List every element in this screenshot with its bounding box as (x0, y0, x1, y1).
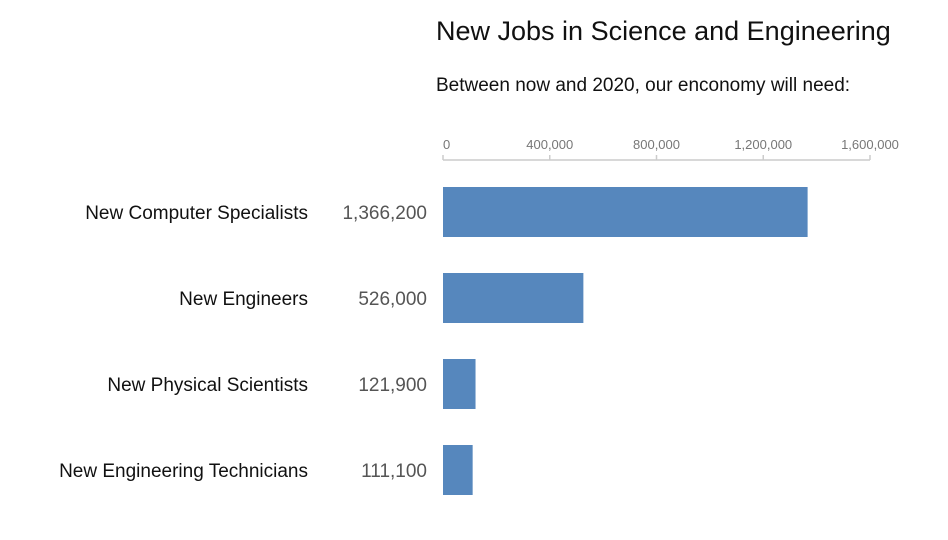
x-tick-label: 1,600,000 (841, 137, 899, 152)
data-label: 111,100 (361, 461, 427, 482)
category-label: New Computer Specialists (85, 203, 308, 224)
x-tick-label: 400,000 (526, 137, 573, 152)
bar (443, 359, 476, 409)
data-label: 121,900 (358, 375, 427, 396)
bar (443, 445, 473, 495)
bar (443, 273, 584, 323)
x-tick-label: 800,000 (633, 137, 680, 152)
category-label: New Engineering Technicians (59, 461, 308, 482)
x-axis: 0 400,000 800,000 1,200,000 1,600,000 (442, 137, 899, 161)
data-label: 526,000 (358, 289, 427, 310)
category-label: New Physical Scientists (107, 375, 308, 396)
bar (443, 187, 808, 237)
x-tick-label: 1,200,000 (734, 137, 792, 152)
chart-subtitle: Between now and 2020, our enconomy will … (436, 75, 850, 96)
data-label: 1,366,200 (342, 203, 427, 224)
bars: New Computer Specialists 1,366,200 New Eng… (59, 187, 808, 495)
chart-title: New Jobs in Science and Engineering (436, 16, 891, 46)
category-label: New Engineers (179, 289, 308, 310)
x-tick-label: 0 (443, 137, 450, 152)
